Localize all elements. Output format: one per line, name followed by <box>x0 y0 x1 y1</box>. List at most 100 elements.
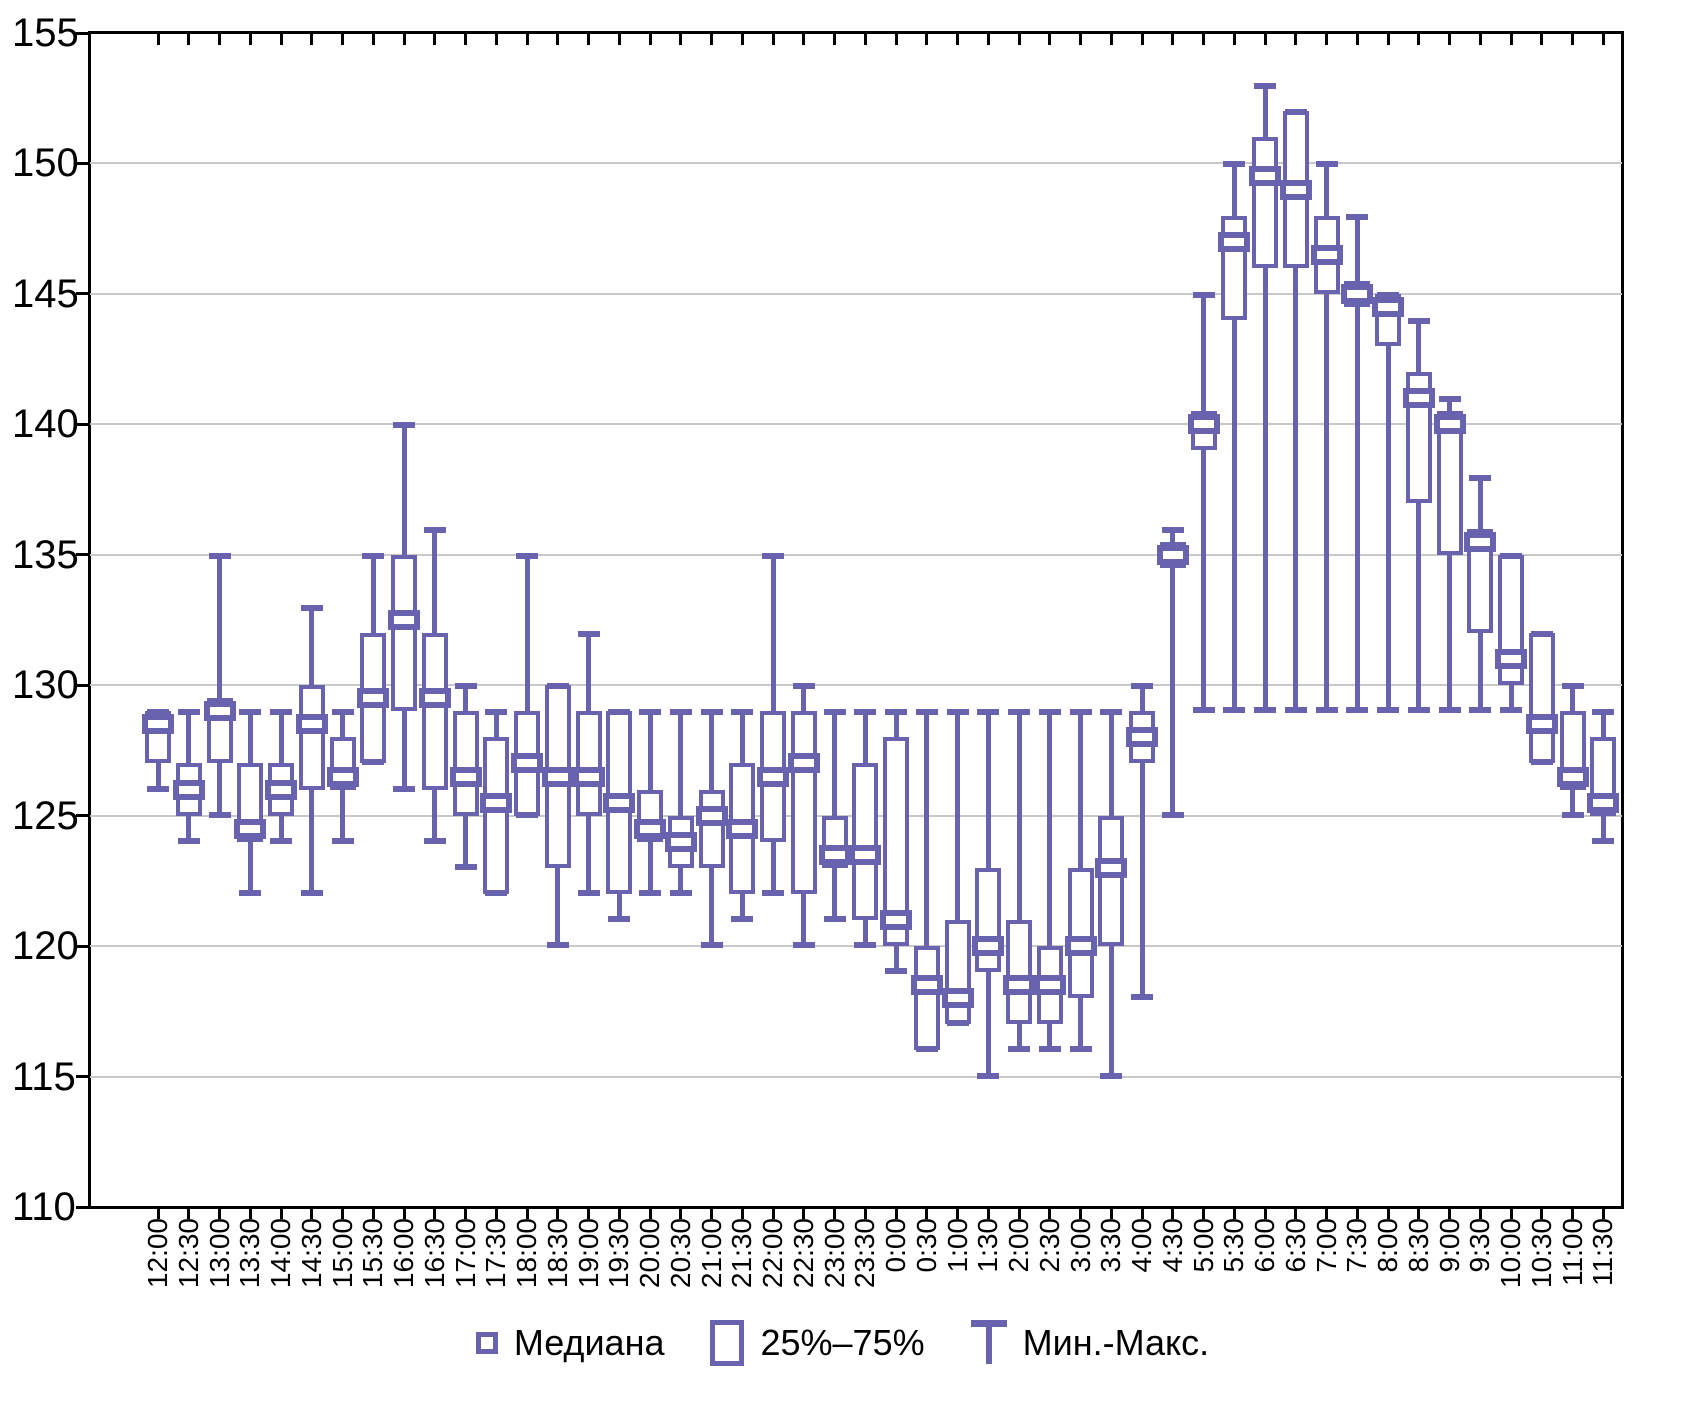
median-marker <box>910 975 943 996</box>
y-axis-label: 120 <box>12 924 79 969</box>
whisker-cap-max <box>915 709 938 716</box>
whisker-line <box>1016 711 1022 1051</box>
x-axis-tick-bottom <box>1417 1206 1421 1219</box>
x-axis-tick-top <box>648 33 652 45</box>
x-axis-tick-top <box>833 33 836 45</box>
whisker-cap-min <box>1284 707 1307 714</box>
whisker-cap-max <box>1254 83 1276 90</box>
x-axis-label: 10:00 <box>1495 1218 1526 1289</box>
x-axis-label: 22:00 <box>757 1218 788 1289</box>
whisker-line <box>1385 293 1391 712</box>
x-axis-label: 16:00 <box>388 1218 419 1289</box>
whisker-cap-max <box>1592 709 1615 716</box>
x-axis-tick-bottom <box>1017 1206 1021 1219</box>
median-marker <box>1003 975 1035 996</box>
iqr-box <box>1252 137 1278 268</box>
x-axis-tick-top <box>1202 33 1205 45</box>
x-axis-tick-top <box>218 33 221 45</box>
whisker-line <box>1139 685 1145 999</box>
x-axis-tick-top <box>740 33 744 45</box>
median-marker <box>1341 283 1374 304</box>
iqr-box <box>1098 815 1125 947</box>
whisker-cap-max <box>1438 396 1461 403</box>
whisker-cap-min <box>854 942 877 949</box>
x-axis-label: 8:30 <box>1402 1218 1434 1273</box>
x-axis-label: 2:00 <box>1003 1218 1034 1273</box>
x-axis-tick-top <box>1232 33 1236 45</box>
whisker-cap-min <box>823 916 846 923</box>
x-axis-label: 2:30 <box>1033 1218 1065 1273</box>
x-axis-label: 21:30 <box>726 1218 758 1289</box>
median-marker <box>1279 179 1312 200</box>
whisker-cap-min <box>300 889 323 896</box>
x-axis-tick-bottom <box>1571 1206 1574 1219</box>
x-axis-label: 9:00 <box>1433 1218 1465 1273</box>
x-axis-tick-bottom <box>617 1206 621 1219</box>
whisker-cap-min <box>1254 707 1276 714</box>
x-axis-label: 13:00 <box>203 1218 235 1289</box>
whisker-cap-max <box>516 552 538 559</box>
plot-area <box>88 31 1624 1209</box>
whisker-line <box>1416 319 1422 712</box>
whisker-cap-max <box>1100 709 1123 716</box>
x-axis-tick-bottom <box>1048 1206 1052 1219</box>
x-axis-tick-top <box>863 33 867 45</box>
x-axis-tick-top <box>1448 33 1451 45</box>
x-axis-label: 11:00 <box>1556 1218 1588 1286</box>
median-marker <box>1495 649 1527 670</box>
x-axis-tick-top <box>587 33 590 45</box>
y-axis-label: 145 <box>12 271 79 316</box>
whisker-line <box>924 711 930 1051</box>
y-axis-label: 135 <box>12 532 79 577</box>
x-axis-label: 7:00 <box>1310 1218 1342 1273</box>
iqr-box <box>575 711 602 816</box>
x-axis-tick-top <box>1509 33 1513 45</box>
whisker-cap-max <box>792 683 815 690</box>
x-axis-tick-bottom <box>402 1206 406 1219</box>
y-gridline <box>90 423 1622 426</box>
whisker-line <box>1170 528 1176 816</box>
x-axis-tick-bottom <box>986 1206 990 1219</box>
whisker-line <box>1324 163 1329 712</box>
x-axis-label: 7:30 <box>1341 1218 1373 1273</box>
whisker-cap-min <box>1100 1072 1123 1079</box>
x-axis-tick-bottom <box>1263 1206 1267 1219</box>
whisker-cap-min <box>393 785 415 792</box>
median-marker <box>449 766 482 787</box>
y-gridline <box>90 1075 1622 1078</box>
legend-label-iqr: 25%–75% <box>760 1322 925 1363</box>
whisker-cap-min <box>885 968 907 975</box>
median-marker <box>880 910 912 931</box>
legend: Медиана 25%–75% Мин.-Макс. <box>0 1320 1685 1366</box>
legend-item-iqr: 25%–75% <box>710 1320 925 1366</box>
whisker-cap-max <box>270 709 292 716</box>
whisker-cap-min <box>700 942 723 949</box>
whisker-cap-max <box>669 709 692 716</box>
median-marker <box>418 688 451 709</box>
median-marker <box>787 753 820 774</box>
iqr-box <box>421 633 448 790</box>
whisker-cap-max <box>946 709 969 716</box>
iqr-box <box>913 946 940 1051</box>
x-axis-tick-top <box>1417 33 1421 45</box>
x-axis-tick-top <box>1540 33 1544 45</box>
whisker-cap-min <box>608 916 631 923</box>
y-axis-tick <box>76 944 88 948</box>
x-axis-label: 23:30 <box>849 1218 881 1289</box>
median-marker <box>1433 414 1466 435</box>
whisker-cap-min <box>177 837 200 844</box>
x-axis-label: 6:30 <box>1279 1218 1311 1273</box>
x-axis-tick-bottom <box>1355 1206 1359 1219</box>
legend-label-minmax: Мин.-Макс. <box>1022 1322 1210 1363</box>
iqr-box <box>944 920 971 1025</box>
x-axis-tick-top <box>1048 33 1052 45</box>
x-axis-tick-top <box>433 33 437 45</box>
median-marker <box>1372 296 1404 317</box>
whisker-line <box>1293 111 1299 712</box>
legend-item-minmax: Мин.-Макс. <box>970 1320 1210 1366</box>
x-axis-tick-bottom <box>1171 1206 1175 1219</box>
whisker-line <box>1262 85 1268 712</box>
whisker-cap-min <box>762 889 784 896</box>
iqr-box <box>391 554 417 712</box>
y-axis-label: 155 <box>12 11 79 55</box>
